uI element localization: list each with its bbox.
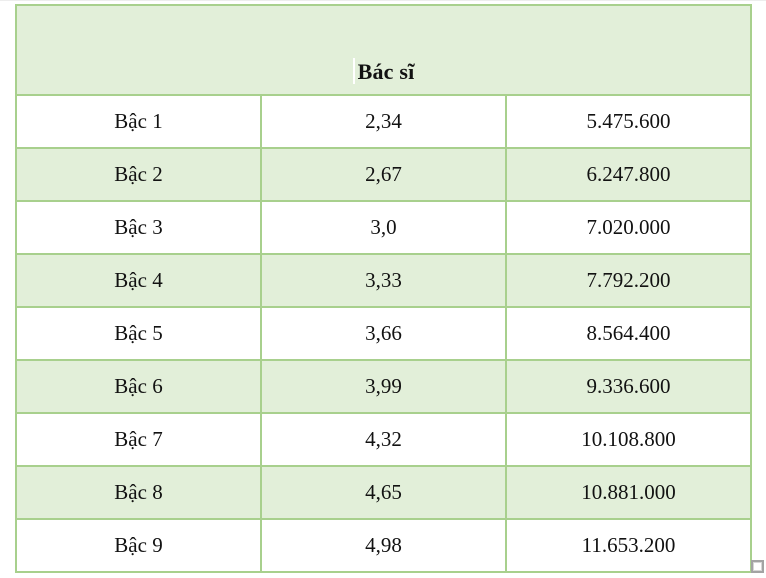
coefficient-cell[interactable]: 4,65 <box>260 465 507 520</box>
salary-cell[interactable]: 8.564.400 <box>505 306 752 361</box>
table-resize-handle-icon[interactable] <box>751 560 764 573</box>
salary-cell[interactable]: 10.881.000 <box>505 465 752 520</box>
table-row: Bậc 4 3,33 7.792.200 <box>15 253 752 308</box>
salary-cell[interactable]: 6.247.800 <box>505 147 752 202</box>
level-cell[interactable]: Bậc 1 <box>15 94 262 149</box>
coefficient-cell[interactable]: 3,0 <box>260 200 507 255</box>
table-row: Bậc 2 2,67 6.247.800 <box>15 147 752 202</box>
salary-table: Bác sĩ Bậc 1 2,34 5.475.600 Bậc 2 2,67 6… <box>15 4 752 573</box>
coefficient-cell[interactable]: 3,99 <box>260 359 507 414</box>
coefficient-cell[interactable]: 3,66 <box>260 306 507 361</box>
level-cell[interactable]: Bậc 6 <box>15 359 262 414</box>
table-body: Bậc 1 2,34 5.475.600 Bậc 2 2,67 6.247.80… <box>15 94 752 573</box>
level-cell[interactable]: Bậc 7 <box>15 412 262 467</box>
level-cell[interactable]: Bậc 5 <box>15 306 262 361</box>
coefficient-cell[interactable]: 4,98 <box>260 518 507 573</box>
table-header-row: Bác sĩ <box>15 4 752 96</box>
level-cell[interactable]: Bậc 4 <box>15 253 262 308</box>
level-cell[interactable]: Bậc 8 <box>15 465 262 520</box>
table-title: Bác sĩ <box>357 59 415 84</box>
salary-cell[interactable]: 7.792.200 <box>505 253 752 308</box>
table-row: Bậc 7 4,32 10.108.800 <box>15 412 752 467</box>
salary-cell[interactable]: 5.475.600 <box>505 94 752 149</box>
salary-cell[interactable]: 10.108.800 <box>505 412 752 467</box>
salary-cell[interactable]: 9.336.600 <box>505 359 752 414</box>
table-row: Bậc 3 3,0 7.020.000 <box>15 200 752 255</box>
table-row: Bậc 1 2,34 5.475.600 <box>15 94 752 149</box>
coefficient-cell[interactable]: 3,33 <box>260 253 507 308</box>
coefficient-cell[interactable]: 2,67 <box>260 147 507 202</box>
table-row: Bậc 6 3,99 9.336.600 <box>15 359 752 414</box>
level-cell[interactable]: Bậc 9 <box>15 518 262 573</box>
level-cell[interactable]: Bậc 2 <box>15 147 262 202</box>
table-row: Bậc 5 3,66 8.564.400 <box>15 306 752 361</box>
salary-cell[interactable]: 7.020.000 <box>505 200 752 255</box>
table-row: Bậc 9 4,98 11.653.200 <box>15 518 752 573</box>
table-row: Bậc 8 4,65 10.881.000 <box>15 465 752 520</box>
salary-cell[interactable]: 11.653.200 <box>505 518 752 573</box>
table-header-cell[interactable]: Bác sĩ <box>15 4 752 96</box>
coefficient-cell[interactable]: 4,32 <box>260 412 507 467</box>
coefficient-cell[interactable]: 2,34 <box>260 94 507 149</box>
text-cursor-icon <box>352 58 355 84</box>
level-cell[interactable]: Bậc 3 <box>15 200 262 255</box>
